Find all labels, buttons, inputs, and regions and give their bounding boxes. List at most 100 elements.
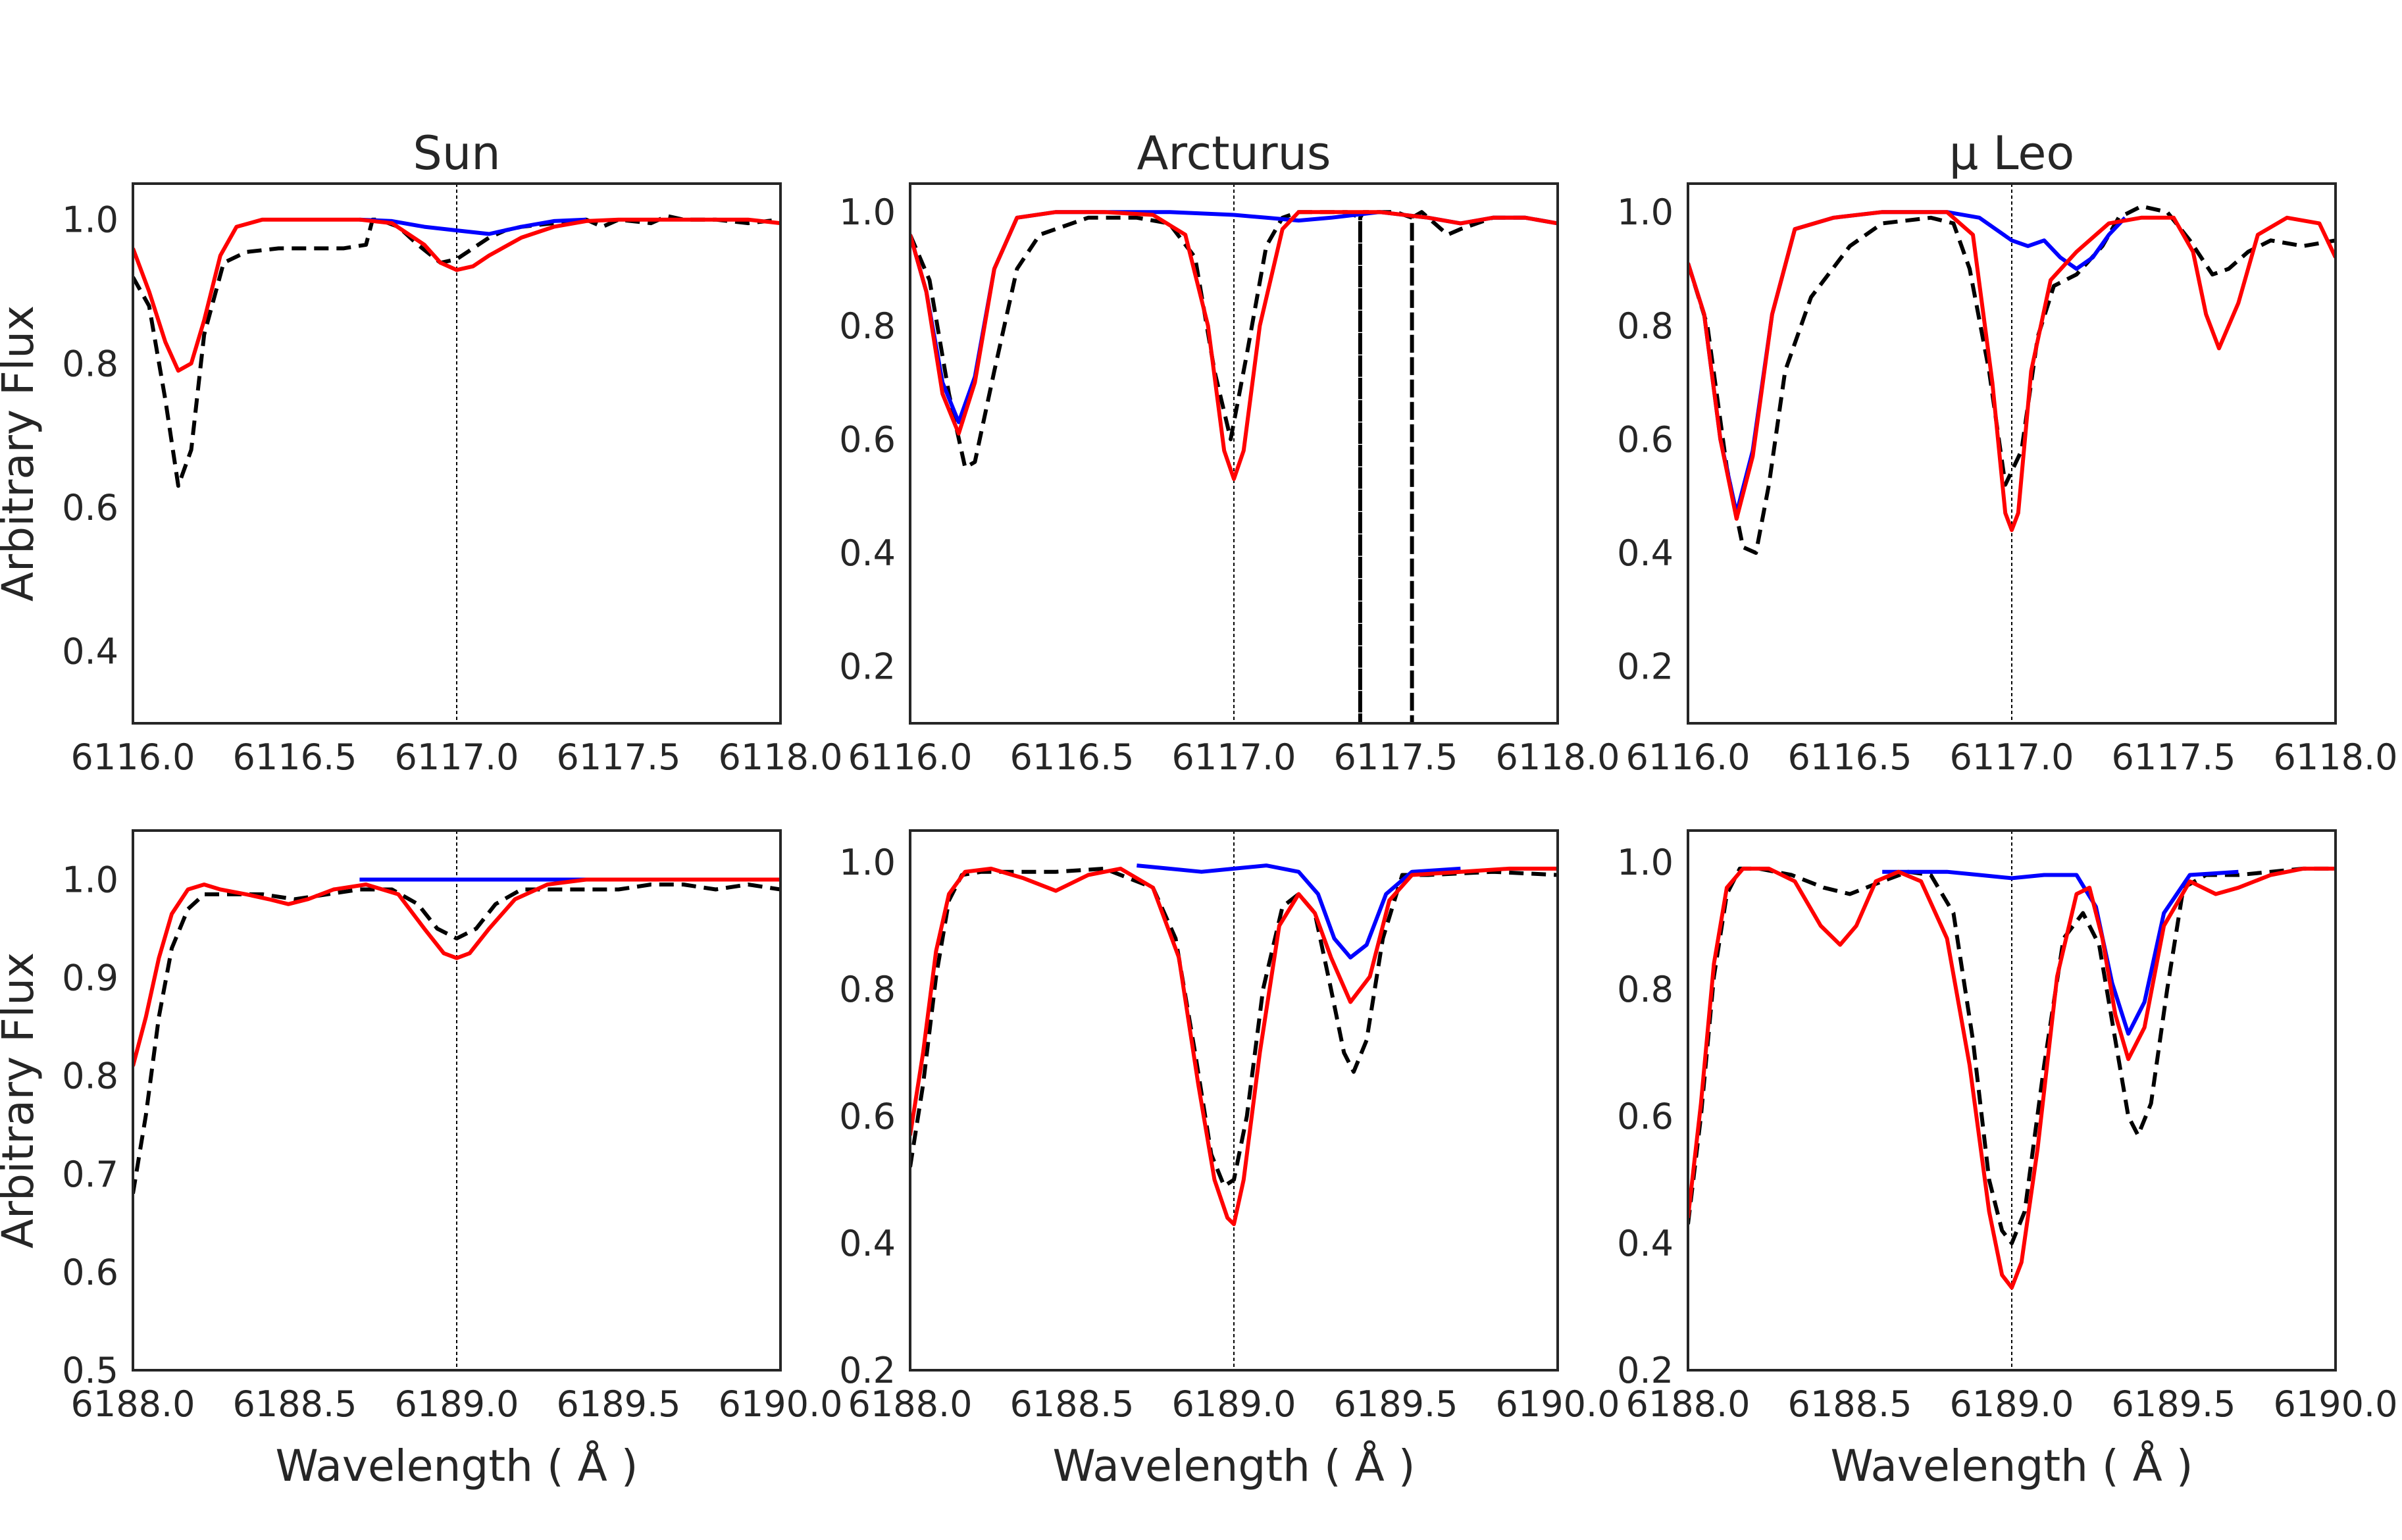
x-axis-label: Wavelength ( Å ) [1830,1441,2193,1491]
plot-area [133,877,780,1194]
panel-5: 6188.0 6188.5 6189.0 6189.5 6190.0 0.2 0.4 0.6 0… [839,829,1620,1491]
y-tick-label: 0.2 [1617,1350,1674,1391]
y-tick-label: 0.4 [839,532,896,574]
y-tick-label: 0.4 [1617,532,1674,574]
y-tick-label: 0.2 [839,646,896,688]
series-model-with-line [1688,210,2336,532]
y-tick-label: 0.2 [1617,646,1674,688]
series-observed [133,214,780,488]
series-model-with-line [910,866,1558,1227]
axes-frame [909,182,1559,725]
y-tick-label: 0.8 [1617,305,1674,347]
panel-2: 6116.0 6116.5 6117.0 6117.5 6118.0 0.2 0.4 0.6 0… [839,126,1620,778]
x-tick-label: 6188.0 [71,1383,195,1425]
series-model-with-line [133,217,780,373]
y-tick-label: 0.6 [62,487,118,528]
panel-1: 6116.0 6116.5 6117.0 6117.5 6118.0 0.4 0.6 0.8 1… [0,126,842,778]
x-tick-label: 6116.5 [233,736,357,778]
x-tick-label: 6190.0 [719,1383,843,1425]
y-tick-label: 0.6 [839,419,896,460]
plot-area [133,214,780,488]
y-tick-label: 1.0 [839,192,896,233]
series-model-without-line [359,217,586,236]
axes-frame [1687,829,2337,1372]
y-tick-label: 0.2 [839,1350,896,1391]
x-tick-label: 6188.5 [233,1383,357,1425]
x-tick-label: 6189.0 [1172,1383,1296,1425]
y-tick-label: 1.0 [62,860,118,901]
x-tick-label: 6190.0 [1496,1383,1620,1425]
panel-title: μ Leo [1949,126,2074,180]
y-tick-label: 0.6 [1617,1096,1674,1137]
y-tick-label: 0.8 [62,1056,118,1097]
series-observed [133,883,780,1194]
y-tick-label: 1.0 [62,199,118,241]
x-tick-label: 6117.0 [1950,736,2074,778]
x-tick-label: 6117.5 [557,736,681,778]
x-axis-label: Wavelength ( Å ) [275,1441,638,1491]
axes-frame [909,829,1559,1372]
x-tick-label: 6189.5 [2112,1383,2236,1425]
y-axis-label: Arbitrary Flux [0,952,43,1248]
x-tick-label: 6118.0 [719,736,843,778]
x-tick-label: 6189.5 [1334,1383,1458,1425]
y-tick-label: 0.4 [1617,1223,1674,1264]
y-tick-label: 1.0 [839,842,896,883]
axes-frame [1687,182,2337,725]
series-model-without-line [1688,210,2127,515]
plot-area [910,863,1558,1227]
x-tick-label: 6118.0 [1496,736,1620,778]
y-tick-label: 1.0 [1617,192,1674,233]
y-tick-label: 0.8 [839,969,896,1010]
x-tick-label: 6117.0 [1172,736,1296,778]
x-tick-label: 6189.0 [1950,1383,2074,1425]
y-tick-label: 0.7 [62,1154,118,1195]
y-tick-label: 0.8 [62,343,118,384]
plot-area [1688,204,2336,555]
x-tick-label: 6116.5 [1788,736,1912,778]
x-axis-label: Wavelength ( Å ) [1052,1441,1415,1491]
y-tick-label: 1.0 [1617,842,1674,883]
panel-title: Arcturus [1137,126,1331,180]
panel-6: 6188.0 6188.5 6189.0 6189.5 6190.0 0.2 0.4 0.6 0… [1617,829,2398,1491]
y-tick-label: 0.8 [1617,969,1674,1010]
y-axis-label: Arbitrary Flux [0,305,43,602]
x-tick-label: 6117.5 [1334,736,1458,778]
y-tick-label: 0.6 [839,1096,896,1137]
x-tick-label: 6188.0 [848,1383,973,1425]
axes-frame [132,829,782,1372]
x-tick-label: 6116.0 [71,736,195,778]
y-tick-label: 0.5 [62,1350,118,1391]
x-tick-label: 6188.5 [1010,1383,1135,1425]
x-tick-label: 6116.5 [1010,736,1135,778]
panel-4: 6188.0 6188.5 6189.0 6189.5 6190.0 0.5 0.6 0.7 0… [0,829,843,1491]
y-tick-label: 0.4 [839,1223,896,1264]
x-tick-label: 6189.0 [395,1383,519,1425]
y-tick-label: 0.6 [1617,419,1674,460]
y-tick-label: 0.9 [62,958,118,999]
plot-area [1688,866,2336,1290]
y-tick-label: 0.8 [839,305,896,347]
panel-title: Sun [413,126,500,180]
y-tick-label: 0.4 [62,631,118,673]
series-observed [1688,204,2336,555]
series-observed [910,866,1558,1189]
axes-frame [132,182,782,725]
x-tick-label: 6188.5 [1788,1383,1912,1425]
x-tick-label: 6188.0 [1626,1383,1750,1425]
x-tick-label: 6190.0 [2274,1383,2398,1425]
series-model-with-line [133,877,780,1067]
x-tick-label: 6116.0 [1626,736,1750,778]
x-tick-label: 6116.0 [848,736,973,778]
x-tick-label: 6117.0 [395,736,519,778]
series-model-with-line [1688,866,2336,1290]
plot-area [910,210,1558,723]
x-tick-label: 6117.5 [2112,736,2236,778]
series-model-with-line [910,210,1558,481]
x-tick-label: 6118.0 [2274,736,2398,778]
x-tick-label: 6189.5 [557,1383,681,1425]
panel-3: 6116.0 6116.5 6117.0 6117.5 6118.0 0.2 0.4 0.6 0… [1617,126,2397,778]
series-model-without-line [1137,863,1461,960]
y-tick-label: 0.6 [62,1252,118,1293]
